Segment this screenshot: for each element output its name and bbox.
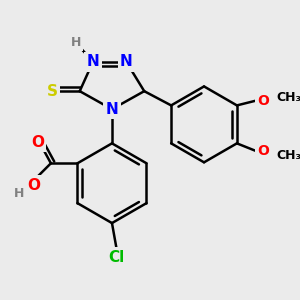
Text: N: N bbox=[87, 54, 99, 69]
Text: Cl: Cl bbox=[109, 250, 125, 265]
Text: O: O bbox=[257, 144, 269, 158]
Text: O: O bbox=[27, 178, 40, 193]
Text: CH₃: CH₃ bbox=[277, 91, 300, 104]
Text: O: O bbox=[257, 94, 269, 108]
Text: N: N bbox=[120, 54, 133, 69]
Text: H: H bbox=[14, 187, 24, 200]
Text: H: H bbox=[71, 36, 81, 49]
Text: N: N bbox=[106, 102, 118, 117]
Text: S: S bbox=[47, 84, 58, 99]
Text: O: O bbox=[31, 135, 44, 150]
Text: CH₃: CH₃ bbox=[277, 149, 300, 162]
